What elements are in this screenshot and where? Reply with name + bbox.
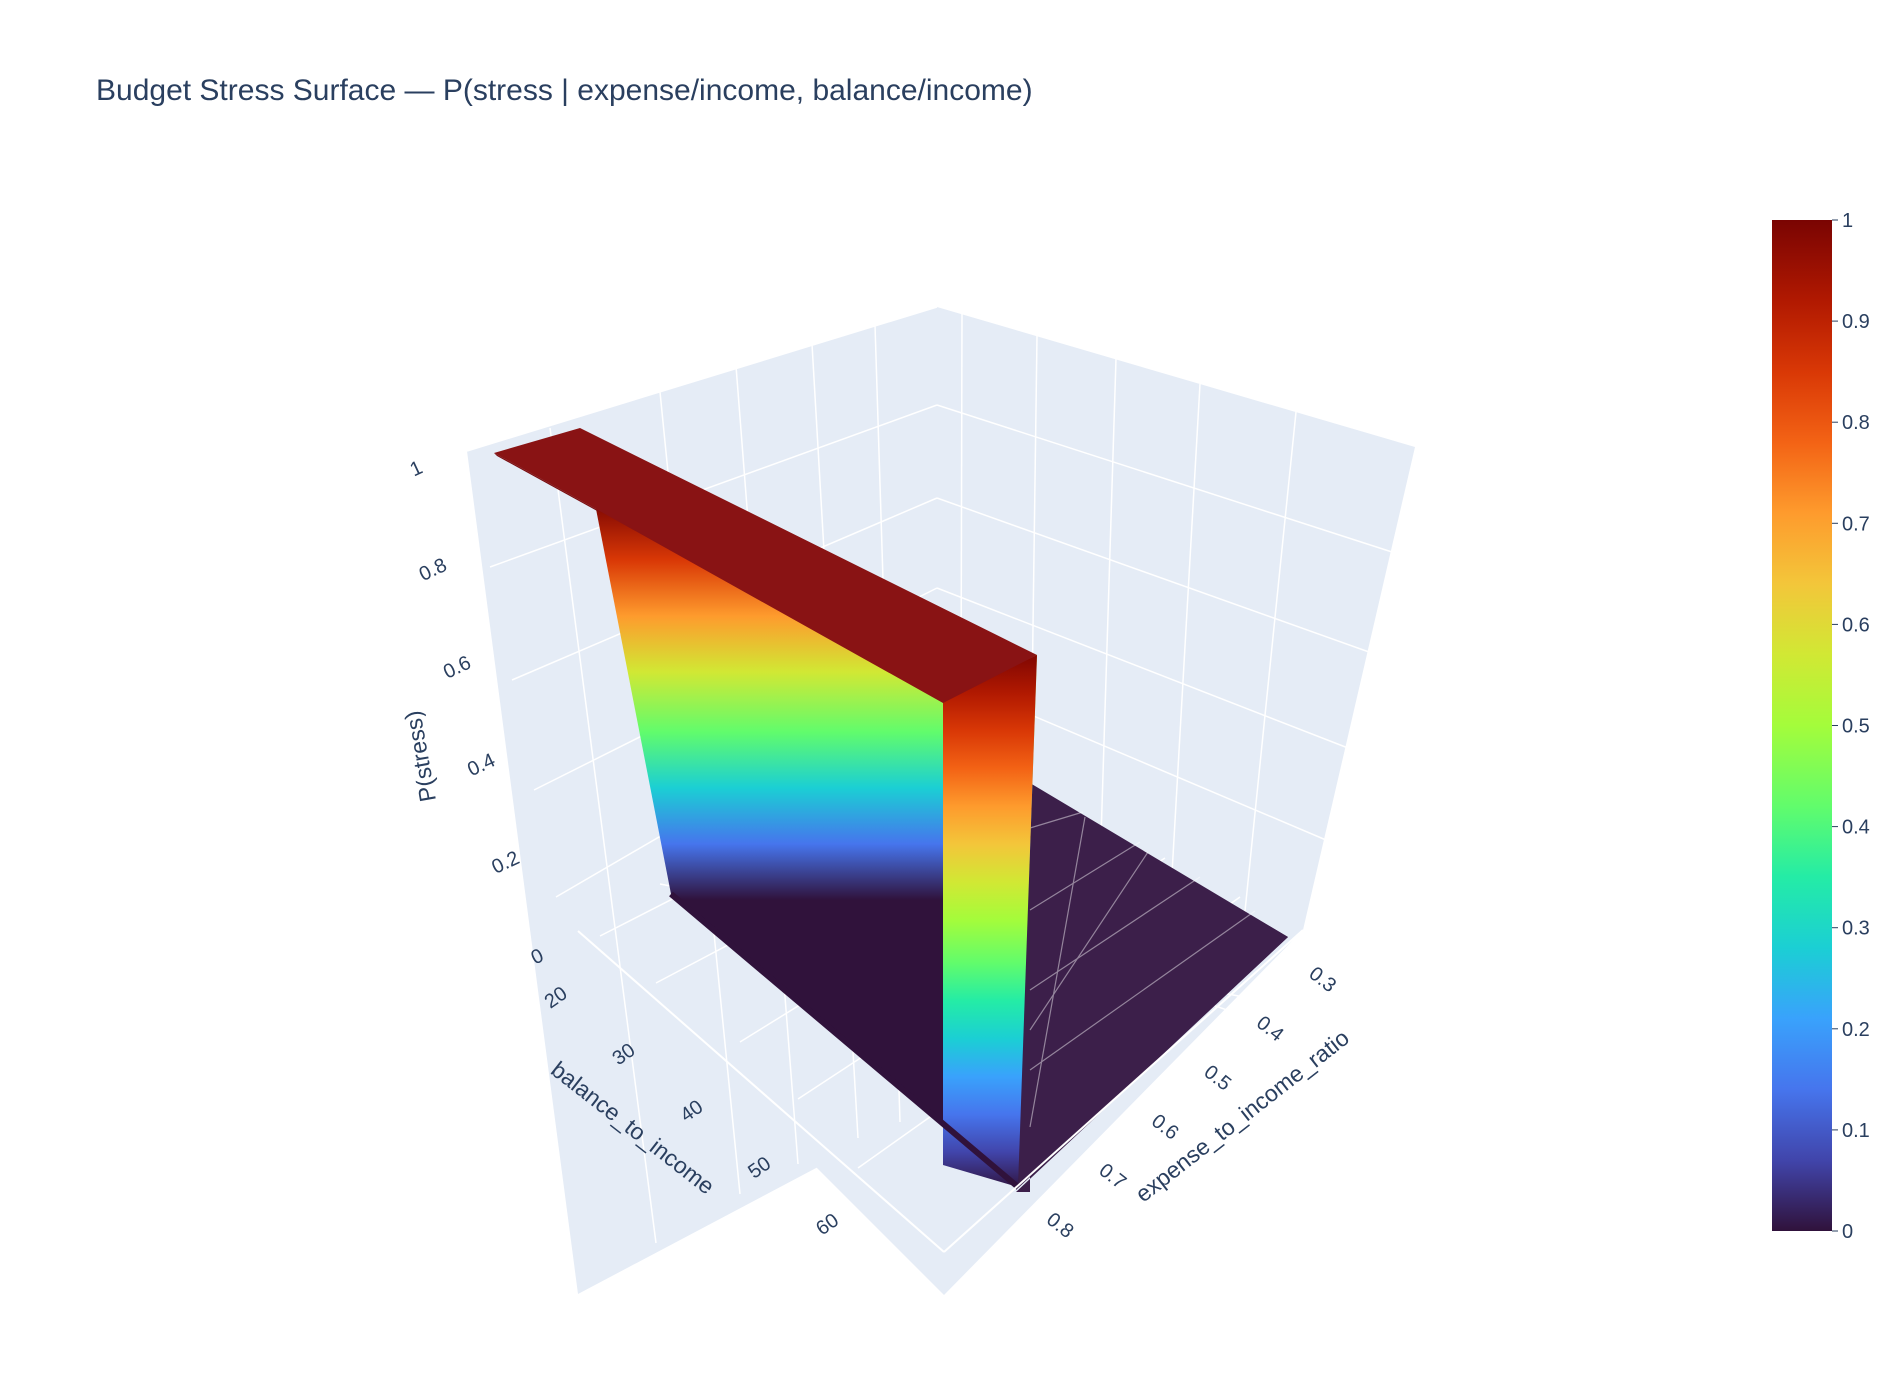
colorbar-tick-label: 0.9 bbox=[1842, 311, 1870, 333]
surface-floor-main bbox=[1016, 783, 1288, 1192]
colorbar-ticks: 0 0.1 0.2 0.3 0.4 0.5 0.6 0.7 0.8 0.9 1 bbox=[1832, 210, 1870, 1243]
surface-wall-base bbox=[669, 891, 1020, 1190]
colorbar-tick-label: 0.4 bbox=[1842, 817, 1870, 839]
colorbar-bar bbox=[1772, 220, 1832, 1231]
colorbar-tick-label: 0 bbox=[1842, 1221, 1853, 1243]
colorbar-tick-label: 1 bbox=[1842, 210, 1853, 232]
z-axis-title: P(stress) bbox=[399, 709, 441, 804]
colorbar-tick-label: 0.5 bbox=[1842, 716, 1870, 738]
x-tick-label: 0.4 bbox=[1252, 1012, 1287, 1046]
z-tick-label: 0.4 bbox=[464, 749, 499, 781]
x-tick-label: 0.6 bbox=[1147, 1110, 1182, 1144]
colorbar-tick-label: 0.2 bbox=[1842, 1019, 1870, 1041]
colorbar-tick-label: 0.1 bbox=[1842, 1120, 1870, 1142]
z-tick-label: 0.6 bbox=[440, 652, 475, 684]
z-tick-label: 1 bbox=[407, 457, 426, 482]
surface-step-wall-front bbox=[943, 655, 1037, 1187]
z-tick-label: 0.8 bbox=[416, 554, 451, 586]
surface-top bbox=[494, 428, 1037, 703]
x-tick-label: 0.8 bbox=[1042, 1208, 1077, 1242]
x-tick-label: 0.7 bbox=[1095, 1159, 1130, 1193]
colorbar-tick-label: 0.3 bbox=[1842, 918, 1870, 940]
colorbar-tick-label: 0.7 bbox=[1842, 513, 1870, 535]
surface-floor-grid bbox=[1029, 811, 1256, 1128]
chart-title: Budget Stress Surface — P(stress | expen… bbox=[96, 74, 1033, 107]
axis-lines bbox=[577, 929, 1304, 1253]
x-tick-label: 0.5 bbox=[1200, 1061, 1235, 1095]
x-tick-label: 0.3 bbox=[1305, 963, 1340, 997]
colorbar-tick-label: 0.6 bbox=[1842, 614, 1870, 636]
z-tick-label: 0.2 bbox=[488, 847, 523, 879]
colorbar-tick-label: 0.8 bbox=[1842, 412, 1870, 434]
y-tick-label: 60 bbox=[812, 1209, 843, 1240]
surface bbox=[494, 428, 1288, 1192]
colorbar: 0 0.1 0.2 0.3 0.4 0.5 0.6 0.7 0.8 0.9 1 bbox=[1772, 210, 1870, 1243]
surface-top-edge bbox=[494, 453, 599, 512]
